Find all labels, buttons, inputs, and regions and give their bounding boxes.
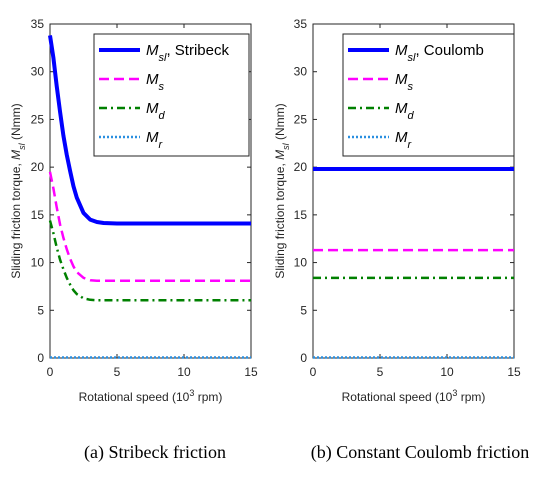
legend-entry: Ms (146, 71, 165, 93)
legend: Msl, Stribeck Ms Md Mr (93, 33, 250, 157)
y-tick-label: 20 (294, 160, 308, 174)
chart-panel-stribeck: 0 5 10 15 0 5 10 15 20 25 30 35 Rotational speed (10… (9, 17, 258, 463)
y-tick-label: 25 (31, 112, 45, 126)
legend: Msl, Coulomb Ms Md Mr (342, 33, 515, 157)
y-tick-label: 10 (31, 256, 45, 270)
y-tick-label: 10 (294, 256, 308, 270)
y-tick-label: 15 (294, 208, 308, 222)
x-tick-label: 10 (177, 365, 191, 379)
legend-box (93, 33, 250, 157)
legend-entry: Msl, Coulomb (395, 42, 484, 64)
y-tick-label: 30 (31, 65, 45, 79)
x-tick-label: 5 (377, 365, 384, 379)
x-tick-label: 0 (310, 365, 317, 379)
legend-entry: Md (146, 100, 166, 122)
x-axis-label: Rotational speed (103 rpm) (342, 388, 486, 404)
y-tick-label: 20 (31, 160, 45, 174)
legend-entry: Md (395, 100, 415, 122)
x-tick-label: 10 (440, 365, 454, 379)
x-tick-label: 0 (47, 365, 54, 379)
legend-box (342, 33, 515, 157)
series-line-m-sl (48, 35, 251, 226)
legend-entry: Mr (395, 129, 413, 151)
legend-entry: Msl, Stribeck (146, 42, 229, 64)
y-axis-label: Sliding friction torque, Msl (Nmm) (273, 103, 291, 278)
legend-entry: Mr (146, 129, 164, 151)
x-tick-label: 15 (244, 365, 258, 379)
figure-caption: (b) Constant Coulomb friction (311, 442, 529, 463)
y-tick-label: 0 (300, 351, 307, 365)
series-line-m-s (48, 171, 251, 282)
y-tick-label: 0 (37, 351, 44, 365)
y-tick-label: 25 (294, 112, 308, 126)
y-tick-label: 35 (31, 17, 45, 31)
x-tick-label: 5 (114, 365, 121, 379)
figure-caption: (a) Stribeck friction (84, 442, 226, 463)
y-tick-label: 30 (294, 65, 308, 79)
y-axis-label: Sliding friction torque, Msl (Nmm) (9, 103, 27, 278)
y-tick-label: 35 (294, 17, 308, 31)
y-tick-label: 15 (31, 208, 45, 222)
series-line-m-d (48, 220, 251, 302)
chart-panel-coulomb: 0 5 10 15 0 5 10 15 20 25 30 35 Rotational speed (10… (273, 17, 529, 463)
x-axis-label: Rotational speed (103 rpm) (79, 388, 223, 404)
y-tick-label: 5 (300, 303, 307, 317)
y-tick-label: 5 (37, 303, 44, 317)
x-tick-label: 15 (507, 365, 521, 379)
legend-entry: Ms (395, 71, 414, 93)
